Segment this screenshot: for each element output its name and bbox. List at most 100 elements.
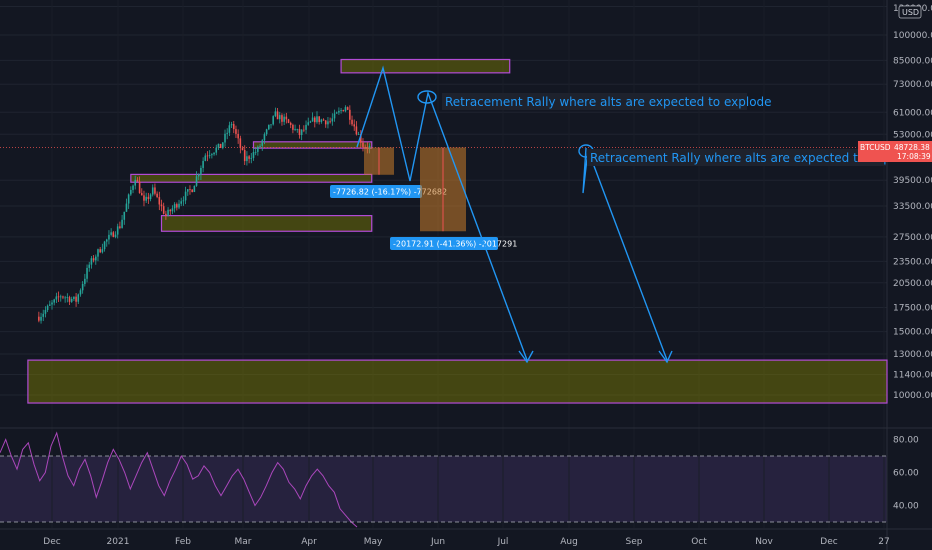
candle-body [322,119,325,121]
candle-body [191,189,193,193]
candle-body [140,193,143,196]
candle-body [257,146,259,152]
candle-body [66,297,69,298]
price-tick-label: 13000.00 [893,350,932,360]
measure-1-label: -7726.82 (-16.17%) -772682 [333,188,447,197]
candle-body [349,109,351,120]
time-tick-label: Jul [497,537,509,547]
candle-body [303,129,305,131]
candle-body [259,145,261,147]
candle-body [143,195,145,201]
price-tick-label: 11400.00 [893,371,932,381]
candle-body [353,124,356,127]
candle-body [165,213,167,216]
candle-body [272,116,274,125]
candle-body [355,126,358,135]
candle-body [156,193,158,198]
candle-body [228,125,231,133]
candle-body [224,133,226,143]
candle-body [95,256,97,261]
candle-body [276,111,279,120]
measure-2-label-bg [390,237,498,250]
candle-body [314,117,316,123]
rsi-line [0,431,358,528]
time-tick-label: Dec [820,537,837,547]
candle-body [108,234,110,240]
annotation-2: Retracement Rally where alts are expecte… [590,151,917,165]
candle-body [294,129,296,130]
candle-body [160,204,163,207]
candle-body [158,197,161,205]
candle-body [351,119,353,125]
candle-body [263,134,266,141]
candle-body [283,116,285,122]
candle-body [186,189,189,192]
time-axis[interactable]: Dec 2021 Feb Mar Apr May Jun Jul Aug Sep Oct Nov Dec… [43,537,889,547]
candle-body [97,249,99,257]
candle-body [123,211,126,220]
price-tick-label: 39500.00 [893,176,932,186]
candle-body [206,155,209,157]
candle-body [211,154,213,156]
candle-body [362,142,364,147]
candle-body [55,296,58,300]
candle-body [232,124,235,130]
price-tick-label: 61000.00 [893,108,932,118]
annotation-2-bg [587,149,887,166]
candle-body [344,107,347,112]
candle-body [357,134,360,135]
time-tick-label: Feb [175,537,191,547]
projection-path-1 [356,65,528,361]
rsi-pane-bg [0,430,887,528]
candle-body [195,176,198,186]
candle-body [79,290,82,295]
candle-body [64,297,66,299]
candle-body [90,258,93,265]
candle-body [202,160,204,168]
candle-body [169,209,172,212]
candle-body [298,128,301,135]
candle-body [285,116,288,120]
candle-body [241,148,244,151]
candle-body [176,204,178,208]
candle-body [250,157,253,159]
candle-body [235,129,237,134]
zones-layer [27,58,888,404]
candle-body [114,234,117,237]
candle-body [252,152,255,158]
candle-body [239,138,242,149]
candle-body [116,226,119,235]
candle-body [125,203,128,212]
candle-body [84,278,86,284]
annotation-1-bg [442,93,747,110]
candle-body [307,122,310,125]
candle-body [320,119,323,122]
candle-body [274,111,277,117]
candle-body [112,232,115,237]
candle-body [213,152,215,155]
rsi-tick-label: 40.00 [893,502,919,512]
candle-body [333,113,336,119]
price-axis[interactable]: 120000.00100000.0085000.0073000.0061000.… [893,4,932,401]
candle-body [149,194,152,200]
time-tick-label: Jun [430,537,445,547]
time-tick-label: May [364,537,383,547]
time-tick-label: Dec [43,537,60,547]
candle-body [281,115,283,122]
candle-body [208,155,211,156]
time-tick-label: 27 [878,537,889,547]
candle-body [200,167,202,175]
currency-badge[interactable] [898,5,922,19]
candle-body [42,313,45,317]
projection-arrowhead-1 [518,350,534,364]
candle-body [327,121,329,125]
candles-layer [38,105,371,324]
candle-body [101,249,104,253]
rsi-axis: 80.00 60.00 40.00 [893,436,919,512]
candle-body [134,179,137,186]
candle-body [316,116,318,123]
candle-body [368,146,371,149]
candle-body [70,299,73,302]
candle-body [62,296,64,298]
